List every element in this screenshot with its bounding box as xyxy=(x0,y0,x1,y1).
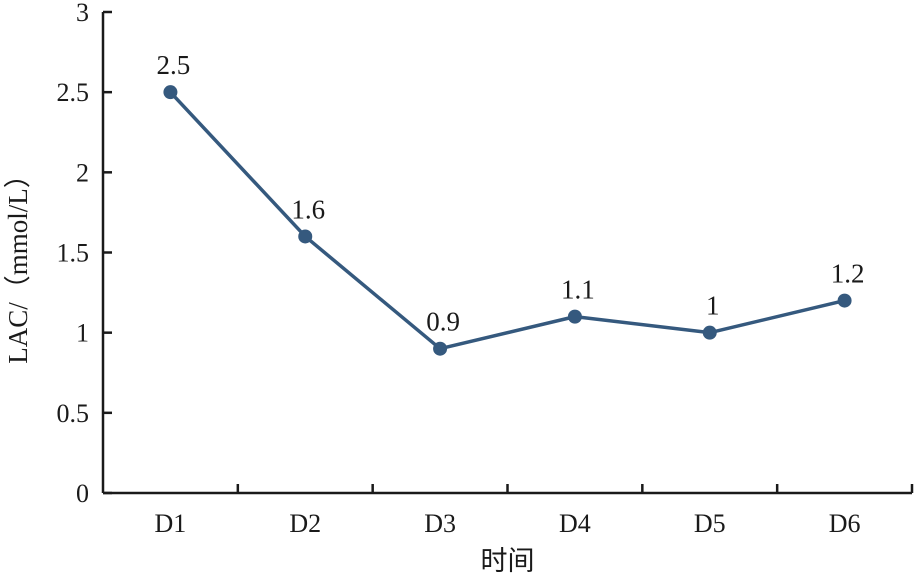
data-labels: 2.5 1.6 0.9 1.1 1 1.2 xyxy=(157,50,865,337)
data-points xyxy=(163,85,852,356)
data-point xyxy=(702,325,717,340)
y-tick-label: 2 xyxy=(76,158,89,187)
x-tick-label: D5 xyxy=(694,509,726,538)
data-point xyxy=(163,85,178,100)
y-tick-label: 1 xyxy=(76,319,89,348)
data-point xyxy=(567,309,582,324)
x-tick-label: D1 xyxy=(155,509,187,538)
x-tick-label: D6 xyxy=(829,509,861,538)
data-label: 1 xyxy=(706,291,720,321)
x-tick-label: D2 xyxy=(289,509,321,538)
x-axis-title: 时间 xyxy=(481,546,535,576)
data-point xyxy=(837,293,852,308)
y-tick-label: 1.5 xyxy=(57,239,90,268)
y-tick-label: 0 xyxy=(76,479,89,508)
data-point xyxy=(298,229,313,244)
data-label: 2.5 xyxy=(157,50,191,80)
x-axis-ticks: D1 D2 D3 D4 D5 D6 xyxy=(155,484,914,538)
y-tick-label: 2.5 xyxy=(57,78,90,107)
data-label: 0.9 xyxy=(426,307,460,337)
data-label: 1.6 xyxy=(291,194,325,224)
y-axis-title: LAC/（mmol/L） xyxy=(3,161,33,364)
data-label: 1.2 xyxy=(831,259,865,289)
series-line xyxy=(168,90,847,351)
data-point xyxy=(433,341,448,356)
y-tick-label: 3 xyxy=(76,0,89,27)
y-tick-label: 0.5 xyxy=(57,399,90,428)
y-axis-ticks: 0 0.5 1 1.5 2 2.5 3 xyxy=(57,0,112,508)
x-tick-label: D4 xyxy=(559,509,591,538)
data-label: 1.1 xyxy=(561,275,595,305)
x-tick-label: D3 xyxy=(424,509,456,538)
